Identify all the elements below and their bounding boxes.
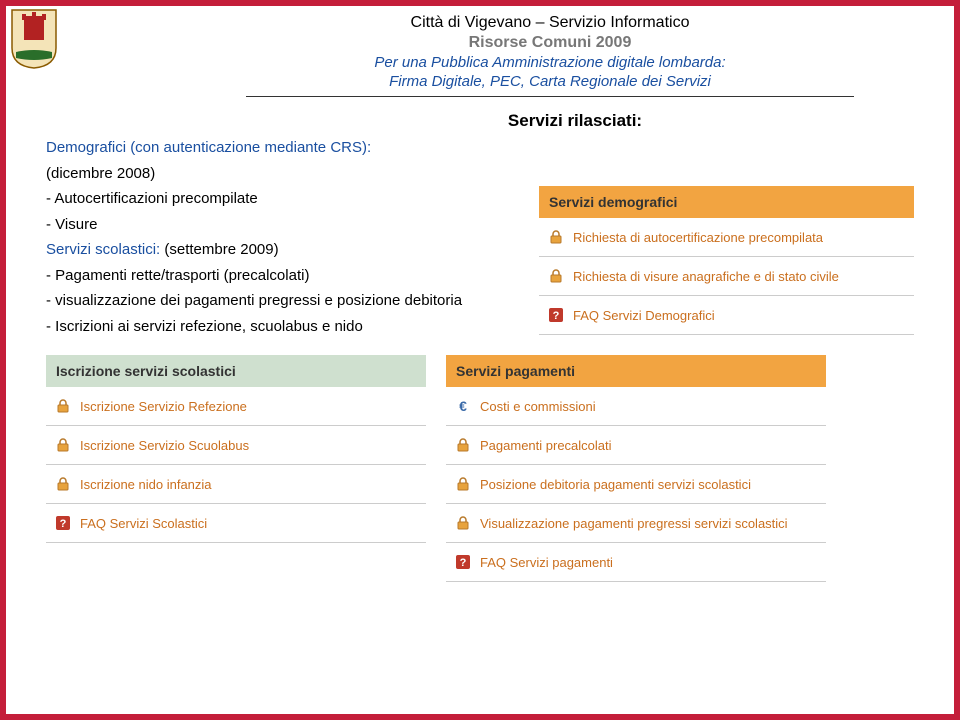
box-header-iscrizione: Iscrizione servizi scolastici <box>46 355 426 387</box>
lock-icon <box>547 228 565 246</box>
demografici-date: (dicembre 2008) <box>46 161 536 187</box>
body-item-1: - Autocertificazioni precompilate <box>46 186 536 212</box>
box-header-demografici-label: Servizi demografici <box>549 194 677 210</box>
service-link-label: Visualizzazione pagamenti pregressi serv… <box>480 516 788 531</box>
lock-icon <box>547 267 565 285</box>
faq-icon: ? <box>54 514 72 532</box>
lock-icon <box>54 436 72 454</box>
body-item-3: - Pagamenti rette/trasporti (precalcolat… <box>46 263 536 289</box>
service-link-label: Richiesta di autocertificazione precompi… <box>573 230 823 245</box>
box-header-pagamenti-label: Servizi pagamenti <box>456 363 575 379</box>
service-link-item[interactable]: Iscrizione nido infanzia <box>46 465 426 504</box>
service-link-item[interactable]: Pagamenti precalcolati <box>446 426 826 465</box>
svg-text:?: ? <box>60 518 67 530</box>
header-line-4: Firma Digitale, PEC, Carta Regionale dei… <box>246 73 854 90</box>
svg-text:?: ? <box>553 310 560 322</box>
service-link-label: Costi e commissioni <box>480 399 596 414</box>
lock-icon <box>54 475 72 493</box>
service-link-label: Richiesta di visure anagrafiche e di sta… <box>573 269 839 284</box>
service-link-item[interactable]: ? FAQ Servizi Scolastici <box>46 504 426 543</box>
lock-icon <box>454 436 472 454</box>
service-link-item[interactable]: € Costi e commissioni <box>446 387 826 426</box>
section-title: Servizi rilasciati: <box>236 111 914 131</box>
service-link-label: Iscrizione nido infanzia <box>80 477 212 492</box>
box-servizi-demografici: Servizi demografici Richiesta di autocer… <box>539 186 914 347</box>
service-link-label: FAQ Servizi Scolastici <box>80 516 207 531</box>
header-line-1: Città di Vigevano – Servizio Informatico <box>246 14 854 32</box>
service-link-label: FAQ Servizi Demografici <box>573 308 715 323</box>
lock-icon <box>454 514 472 532</box>
lock-icon <box>54 397 72 415</box>
demografici-label: Demografici (con autenticazione mediante… <box>46 139 371 156</box>
faq-icon: ? <box>454 553 472 571</box>
box-header-pagamenti: Servizi pagamenti <box>446 355 826 387</box>
euro-icon: € <box>454 397 472 415</box>
scolastici-date: (settembre 2009) <box>164 241 278 258</box>
header-line-2: Risorse Comuni 2009 <box>246 34 854 52</box>
box-header-iscrizione-label: Iscrizione servizi scolastici <box>56 363 236 379</box>
header-line-3: Per una Pubblica Amministrazione digital… <box>246 54 854 71</box>
scolastici-label: Servizi scolastici: <box>46 241 160 258</box>
service-link-item[interactable]: Iscrizione Servizio Scuolabus <box>46 426 426 465</box>
lock-icon <box>454 475 472 493</box>
city-crest-icon <box>10 8 58 70</box>
page-header: Città di Vigevano – Servizio Informatico… <box>246 14 854 97</box>
service-link-label: FAQ Servizi pagamenti <box>480 555 613 570</box>
header-divider <box>246 96 854 97</box>
service-link-item[interactable]: Richiesta di visure anagrafiche e di sta… <box>539 257 914 296</box>
svg-text:?: ? <box>460 557 467 569</box>
body-item-2: - Visure <box>46 212 536 238</box>
service-link-label: Iscrizione Servizio Refezione <box>80 399 247 414</box>
box-pagamenti-items: € Costi e commissioni Pagamenti precalcola… <box>446 387 826 582</box>
service-link-item[interactable]: Visualizzazione pagamenti pregressi serv… <box>446 504 826 543</box>
service-link-item[interactable]: Richiesta di autocertificazione precompi… <box>539 218 914 257</box>
box-servizi-pagamenti: Servizi pagamenti € Costi e commissioni Pa… <box>446 355 826 594</box>
box-iscrizione-items: Iscrizione Servizio Refezione Iscrizione … <box>46 387 426 543</box>
box-header-demografici: Servizi demografici <box>539 186 914 218</box>
box-demografici-items: Richiesta di autocertificazione precompi… <box>539 218 914 335</box>
service-link-label: Posizione debitoria pagamenti servizi sc… <box>480 477 751 492</box>
service-link-item[interactable]: Posizione debitoria pagamenti servizi sc… <box>446 465 826 504</box>
body-item-4: - visualizzazione dei pagamenti pregress… <box>46 288 536 314</box>
service-link-label: Pagamenti precalcolati <box>480 438 612 453</box>
body-text-block: Demografici (con autenticazione mediante… <box>46 135 536 339</box>
service-link-item[interactable]: ? FAQ Servizi Demografici <box>539 296 914 335</box>
service-link-item[interactable]: ? FAQ Servizi pagamenti <box>446 543 826 582</box>
service-link-item[interactable]: Iscrizione Servizio Refezione <box>46 387 426 426</box>
service-link-label: Iscrizione Servizio Scuolabus <box>80 438 249 453</box>
svg-text:€: € <box>459 398 467 414</box>
body-item-5: - Iscrizioni ai servizi refezione, scuol… <box>46 314 536 340</box>
box-iscrizione-scolastici: Iscrizione servizi scolastici Iscrizione… <box>46 355 426 555</box>
faq-icon: ? <box>547 306 565 324</box>
